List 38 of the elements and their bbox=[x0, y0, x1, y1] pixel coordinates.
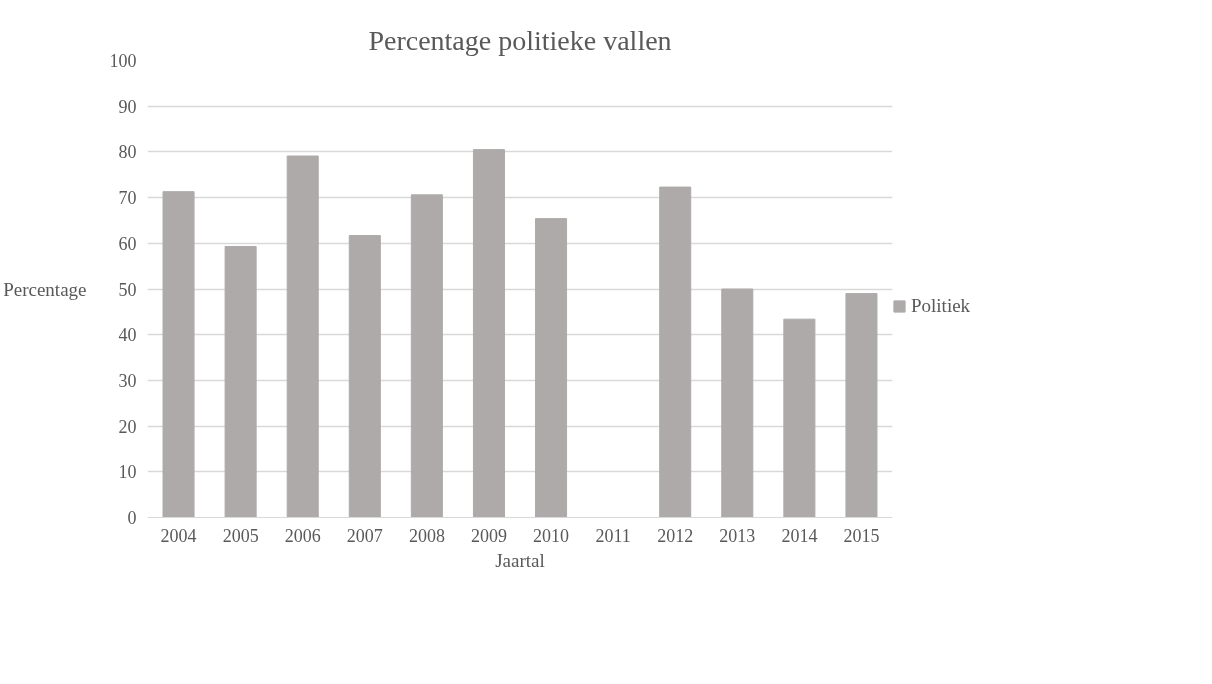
bar bbox=[783, 318, 816, 518]
bar bbox=[659, 186, 692, 518]
y-tick-label: 70 bbox=[118, 188, 137, 209]
x-tick-label: 2012 bbox=[657, 525, 694, 546]
y-tick-label: 40 bbox=[118, 325, 137, 346]
x-tick-label: 2014 bbox=[781, 525, 818, 546]
y-tick-label: 80 bbox=[118, 142, 137, 163]
y-tick-label: 50 bbox=[118, 279, 137, 300]
bar bbox=[535, 218, 568, 518]
bar bbox=[410, 194, 443, 518]
y-tick-label: 30 bbox=[118, 370, 137, 391]
x-tick-label: 2015 bbox=[843, 525, 880, 546]
chart-title: Percentage politieke vallen bbox=[368, 24, 672, 56]
x-tick-label: 2005 bbox=[222, 525, 259, 546]
y-tick-label: 60 bbox=[118, 233, 137, 254]
y-tick-label: 20 bbox=[118, 416, 137, 437]
bar bbox=[348, 235, 381, 518]
x-tick-label: 2009 bbox=[470, 525, 507, 546]
y-axis-title: Percentage bbox=[3, 278, 87, 300]
x-tick-label: 2010 bbox=[533, 525, 570, 546]
y-tick-label: 90 bbox=[118, 96, 137, 117]
x-tick-label: 2008 bbox=[408, 525, 445, 546]
bar bbox=[162, 191, 195, 518]
x-tick-label: 2007 bbox=[346, 525, 383, 546]
x-axis-title: Jaartal bbox=[495, 549, 545, 571]
bar bbox=[472, 149, 505, 518]
legend-label: Politiek bbox=[911, 295, 971, 317]
bar bbox=[224, 246, 257, 518]
bar bbox=[721, 288, 754, 518]
x-tick-label: 2006 bbox=[284, 525, 321, 546]
y-tick-label: 0 bbox=[127, 508, 137, 528]
y-tick-label: 100 bbox=[109, 51, 137, 71]
x-tick-label: 2004 bbox=[160, 525, 197, 546]
y-tick-label: 10 bbox=[118, 462, 137, 483]
bar bbox=[286, 155, 319, 518]
x-tick-label: 2013 bbox=[719, 525, 756, 546]
bar bbox=[845, 293, 878, 518]
x-tick-label: 2011 bbox=[595, 525, 631, 546]
